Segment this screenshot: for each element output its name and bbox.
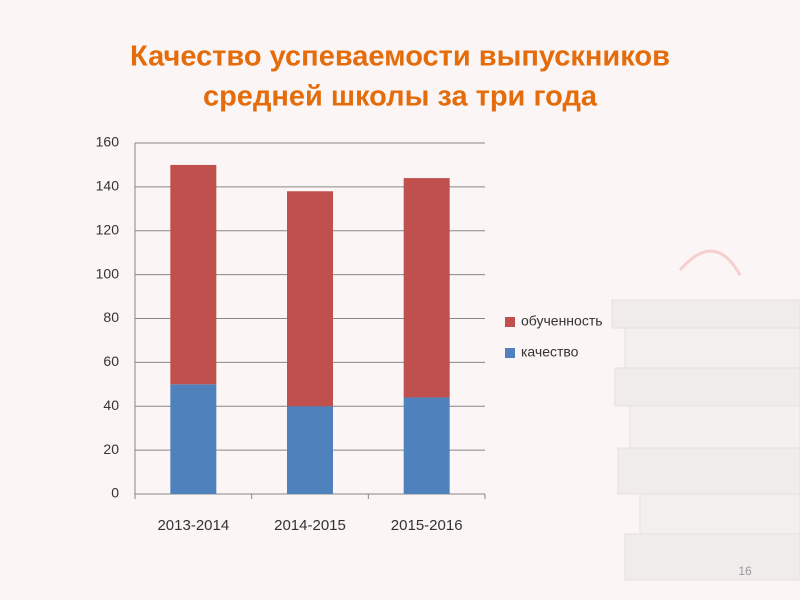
legend-swatch bbox=[505, 317, 515, 327]
bar-segment bbox=[287, 191, 333, 407]
bar-segment bbox=[403, 178, 450, 398]
bar-segment bbox=[403, 397, 450, 494]
y-tick-label: 20 bbox=[103, 441, 119, 457]
y-tick-label: 60 bbox=[103, 353, 119, 369]
y-tick-label: 140 bbox=[96, 178, 120, 194]
x-tick-label: 2014-2015 bbox=[274, 517, 346, 534]
bar-segment bbox=[170, 164, 217, 385]
x-tick-label: 2015-2016 bbox=[391, 517, 463, 534]
books-decoration bbox=[611, 249, 800, 581]
y-tick-label: 40 bbox=[103, 397, 119, 413]
bar-segment bbox=[287, 406, 333, 494]
legend-label: обученность bbox=[521, 313, 603, 329]
page-number: 16 bbox=[738, 564, 752, 578]
y-tick-label: 100 bbox=[96, 265, 120, 281]
x-tick-label: 2013-2014 bbox=[157, 517, 229, 534]
chart-title: Качество успеваемости выпускников bbox=[130, 41, 670, 73]
y-tick-label: 0 bbox=[111, 485, 119, 501]
legend-swatch bbox=[505, 348, 515, 358]
y-tick-label: 120 bbox=[96, 221, 120, 237]
legend-label: качество bbox=[521, 344, 579, 360]
bar-segment bbox=[170, 384, 217, 494]
y-tick-label: 80 bbox=[103, 309, 119, 325]
chart-title: средней школы за три года bbox=[203, 81, 598, 113]
y-tick-label: 160 bbox=[96, 134, 120, 150]
